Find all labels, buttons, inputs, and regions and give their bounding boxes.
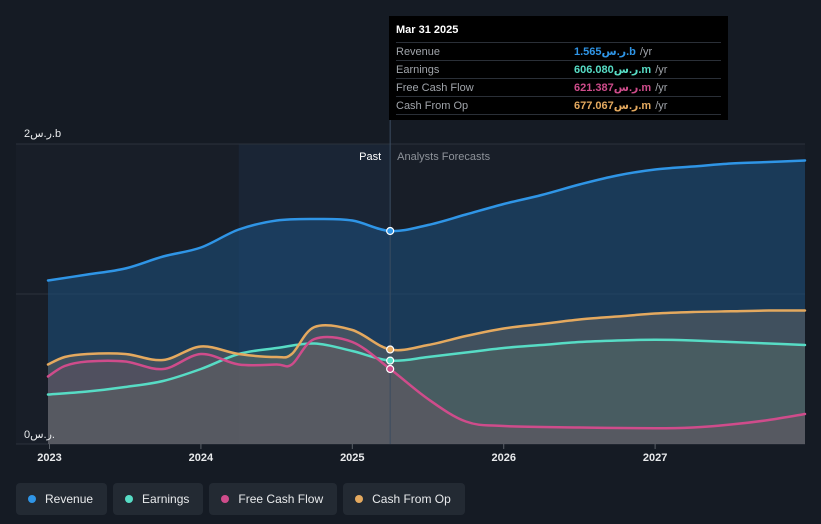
tooltip-row-earnings: Earnings 606.080ر.س.m/yr [396,60,721,78]
earnings-marker [386,356,395,365]
tooltip-date: Mar 31 2025 [396,24,459,36]
y-axis-bottom-label: 0ر.س. [24,429,55,441]
free-cash-flow-marker [386,364,395,374]
free-cash-flow-line [46,335,807,430]
tooltip-row-revenue: Revenue 1.565ر.س.b/yr [396,42,721,60]
y-axis-top-label: 2ر.س.b [24,128,61,140]
hover-markers [386,226,395,374]
tooltip-unit: /yr [639,45,653,58]
tooltip-value: 621.387ر.س.m [574,82,652,94]
legend-label: Free Cash Flow [238,492,324,506]
legend-label: Cash From Op [372,492,451,506]
revenue-line [46,159,807,282]
tooltip-unit: /yr [655,81,668,94]
tooltip-unit: /yr [655,63,668,76]
legend: Revenue Earnings Free Cash Flow Cash From O… [16,483,465,515]
free-cash-flow-area [48,337,805,444]
legend-label: Revenue [45,492,94,506]
tooltip: Mar 31 2025 Revenue 1.565ر.س.b/yr Earnings… [389,16,728,120]
tooltip-label: Free Cash Flow [396,81,474,94]
tooltip-value: 1.565ر.س.b [574,46,636,58]
forecast-label: Analysts Forecasts [397,151,490,163]
x-tick-label-2024: 2024 [189,452,214,464]
tooltip-value: 677.067ر.س.m [574,100,652,112]
tooltip-value: 606.080ر.س.m [574,64,652,76]
x-tick-label-2025: 2025 [340,452,364,464]
cash-from-op-area [48,310,805,444]
legend-dot-icon [28,495,36,503]
legend-dot-icon [125,495,134,503]
legend-item-earnings[interactable]: Earnings [113,483,204,515]
legend-item-revenue[interactable]: Revenue [16,483,108,515]
tooltip-label: Revenue [396,45,441,58]
earnings-line [46,338,807,396]
legend-dot-icon [221,495,230,503]
past-label: Past [359,151,381,163]
legend-item-cash-from-op[interactable]: Cash From Op [343,483,465,515]
tooltip-label: Earnings [396,63,440,76]
cash-from-op-marker [386,345,395,354]
tooltip-row-cash-from-op: Cash From Op 677.067ر.س.m/yr [396,96,721,115]
x-tick-label-2026: 2026 [491,452,515,464]
x-tick-label-2027: 2027 [643,452,667,464]
legend-dot-icon [355,495,364,503]
legend-item-free-cash-flow[interactable]: Free Cash Flow [209,483,338,515]
x-axis-ticks: 2023 2024 2025 2026 2027 [37,444,667,464]
tooltip-row-free-cash-flow: Free Cash Flow 621.387ر.س.m/yr [396,78,721,96]
tooltip-label: Cash From Op [396,99,469,112]
tooltip-unit: /yr [655,99,668,112]
revenue-marker [386,226,395,236]
series-areas [48,160,805,444]
x-tick-label-2023: 2023 [37,452,61,464]
earnings-area [48,339,805,444]
legend-label: Earnings [142,492,190,506]
